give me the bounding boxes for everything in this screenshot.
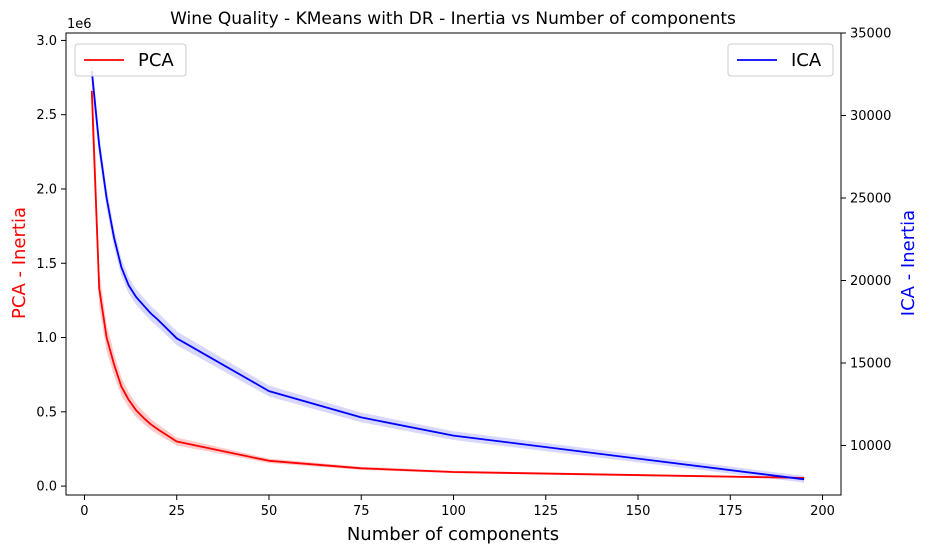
legend-pca-label: PCA bbox=[138, 50, 174, 71]
left-y-tick-label: 3.0 bbox=[36, 34, 57, 49]
right-y-tick-label: 10000 bbox=[850, 439, 891, 454]
left-y-axis-label: PCA - Inertia bbox=[9, 207, 30, 319]
left-y-tick-label: 0.5 bbox=[36, 405, 57, 420]
x-tick-label: 125 bbox=[533, 504, 558, 519]
series-line-pca bbox=[90, 90, 805, 479]
right-y-axis-label: ICA - Inertia bbox=[898, 210, 919, 316]
x-tick-label: 50 bbox=[261, 504, 278, 519]
x-tick-label: 100 bbox=[441, 504, 466, 519]
x-tick-label: 25 bbox=[168, 504, 185, 519]
legend-ica: ICA bbox=[727, 43, 834, 77]
x-tick-label: 0 bbox=[80, 504, 88, 519]
right-y-tick-label: 30000 bbox=[850, 109, 891, 124]
legend-pca: PCA bbox=[74, 43, 187, 77]
confidence-bands bbox=[91, 55, 805, 483]
right-y-tick-label: 25000 bbox=[850, 192, 891, 207]
series-lines bbox=[90, 70, 805, 481]
series-band-pca bbox=[91, 55, 805, 479]
left-y-tick-label: 2.5 bbox=[36, 108, 57, 123]
chart-title: Wine Quality - KMeans with DR - Inertia … bbox=[170, 9, 736, 29]
right-y-tick-label: 20000 bbox=[850, 274, 891, 289]
x-tick-label: 200 bbox=[810, 504, 835, 519]
right-y-tick-label: 35000 bbox=[850, 27, 891, 42]
left-y-tick-label: 0.0 bbox=[36, 480, 57, 495]
x-axis-label: Number of components bbox=[347, 524, 559, 545]
x-tick-label: 175 bbox=[718, 504, 743, 519]
left-y-tick-label: 1.0 bbox=[36, 331, 57, 346]
x-tick-label: 75 bbox=[353, 504, 370, 519]
left-y-axis: 0.0 0.5 1.0 1.5 2.0 2.5 3.0 bbox=[36, 34, 66, 495]
left-y-tick-label: 2.0 bbox=[36, 182, 57, 197]
series-line-ica bbox=[90, 70, 805, 481]
x-axis: 0 25 50 75 100 125 150 175 200 bbox=[80, 495, 835, 519]
left-axis-scale-label: 1e6 bbox=[67, 17, 92, 32]
legend-ica-label: ICA bbox=[791, 50, 822, 71]
right-y-axis: 10000 15000 20000 25000 30000 35000 bbox=[841, 27, 891, 454]
x-tick-label: 150 bbox=[626, 504, 651, 519]
left-y-tick-label: 1.5 bbox=[36, 257, 57, 272]
right-y-tick-label: 15000 bbox=[850, 357, 891, 372]
